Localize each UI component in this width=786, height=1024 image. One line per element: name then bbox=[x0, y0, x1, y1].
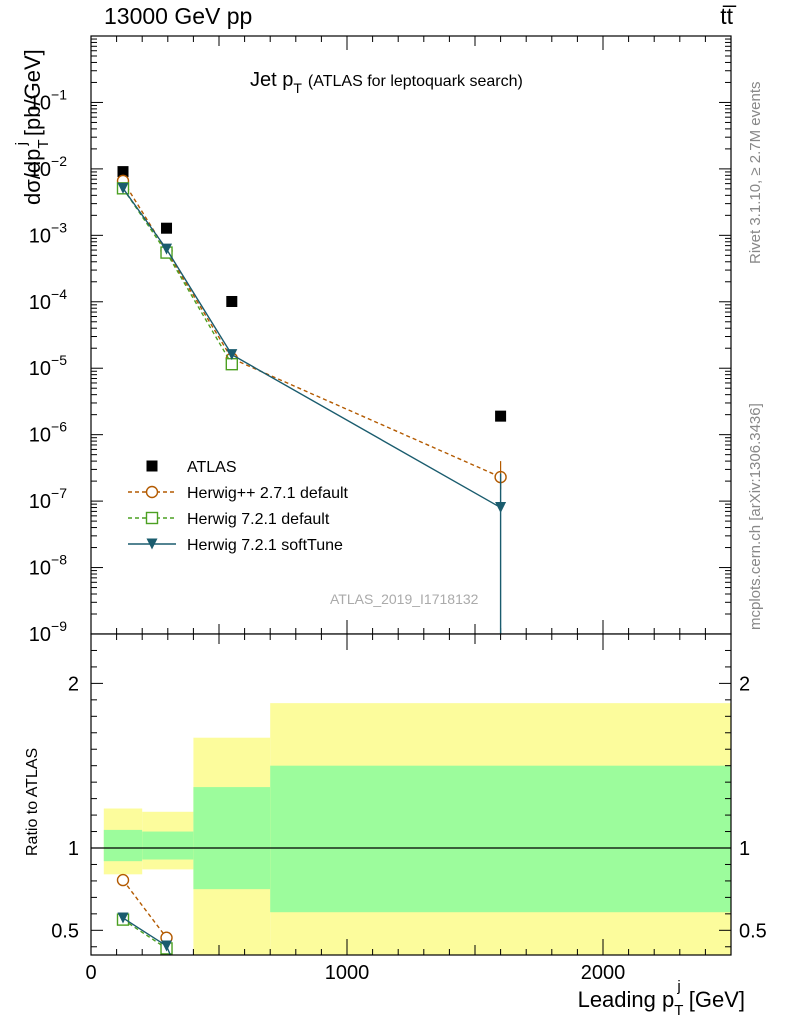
data-point bbox=[225, 357, 239, 371]
legend-label: ATLAS bbox=[187, 459, 237, 476]
legend-marker bbox=[146, 538, 158, 550]
ratio-data-point bbox=[161, 940, 173, 952]
x-tick-label: 2000 bbox=[581, 962, 626, 984]
main-series-layer bbox=[116, 166, 507, 634]
y-tick-label: 10−4 bbox=[29, 286, 67, 314]
data-point bbox=[117, 182, 129, 194]
chart-title: Jet pT (ATLAS for leptoquark search) bbox=[250, 69, 523, 96]
data-point bbox=[226, 349, 238, 361]
ratio-panel: 0.5 0.5 1 1 2 2 0 1000 2000 bbox=[51, 633, 767, 984]
main-axis-ticks: 10−9 10−8 10−7 10−6 10−5 10−4 10−3 10−2 10−1 bbox=[29, 36, 732, 646]
ratio-y-tick-label: 0.5 bbox=[51, 920, 79, 942]
energy-label: 13000 GeV pp bbox=[104, 3, 252, 29]
ratio-series-2 bbox=[117, 912, 173, 956]
ylabel-main: dσ/dp bbox=[20, 149, 45, 205]
ratio-y-tick-label: 0.5 bbox=[739, 920, 767, 942]
legend-label: Herwig++ 2.7.1 default bbox=[187, 485, 349, 502]
title-sub: T bbox=[293, 80, 302, 96]
data-point bbox=[495, 410, 507, 422]
ratio-bands bbox=[91, 703, 731, 955]
data-point bbox=[161, 222, 173, 234]
xlabel-main: Leading p bbox=[578, 987, 675, 1012]
uncertainty-band-inner bbox=[142, 831, 194, 860]
y-tick-label: 10−2 bbox=[29, 153, 67, 181]
site-label: mcplots.cern.ch [arXiv:1306.3436] bbox=[747, 403, 764, 630]
ratio-data-point bbox=[116, 873, 130, 887]
legend-marker bbox=[145, 485, 159, 499]
ratio-y-tick-label: 1 bbox=[739, 838, 750, 860]
y-tick-label: 10−7 bbox=[29, 485, 67, 513]
legend-label: Herwig 7.2.1 softTune bbox=[187, 537, 343, 554]
series-0 bbox=[117, 166, 507, 422]
y-tick-label: 10−1 bbox=[29, 86, 67, 114]
data-point bbox=[161, 243, 173, 255]
legend-entry: Herwig 7.2.1 softTune bbox=[128, 537, 343, 554]
title-tail: (ATLAS for leptoquark search) bbox=[308, 73, 523, 90]
ratio-y-tick-label: 2 bbox=[68, 673, 79, 695]
y-tick-label: 10−5 bbox=[29, 352, 67, 380]
ratio-y-tick-label: 1 bbox=[68, 838, 79, 860]
legend-label: Herwig 7.2.1 default bbox=[187, 511, 330, 528]
ratio-data-point bbox=[117, 912, 129, 924]
ratio-y-tick-label: 2 bbox=[739, 673, 750, 695]
ylabel-sub: T bbox=[35, 139, 52, 148]
title-main: Jet p bbox=[250, 69, 293, 91]
xlabel-sub: T bbox=[674, 1002, 683, 1019]
uncertainty-band-inner bbox=[270, 765, 731, 913]
series-line bbox=[122, 187, 501, 509]
uncertainty-band-inner bbox=[193, 787, 271, 890]
legend-marker bbox=[145, 511, 159, 525]
y-tick-label: 10−9 bbox=[29, 618, 67, 646]
legend-entry: Herwig++ 2.7.1 default bbox=[128, 485, 349, 502]
y-tick-label: 10−8 bbox=[29, 552, 67, 580]
y-tick-label: 10−3 bbox=[29, 219, 67, 247]
x-axis-label: Leading pTj [GeV] bbox=[578, 978, 745, 1019]
xlabel-sup: j bbox=[676, 978, 680, 995]
analysis-id: ATLAS_2019_I1718132 bbox=[330, 591, 479, 607]
legend: ATLAS Herwig++ 2.7.1 default Herwig 7.2.1 … bbox=[128, 459, 349, 554]
rivet-label: Rivet 3.1.10, ≥ 2.7M events bbox=[747, 82, 764, 265]
data-point bbox=[117, 166, 129, 178]
legend-entry: Herwig 7.2.1 default bbox=[128, 511, 330, 528]
legend-marker bbox=[146, 460, 158, 472]
uncertainty-band-inner bbox=[103, 829, 143, 862]
data-point bbox=[226, 295, 238, 307]
legend-entry: ATLAS bbox=[146, 459, 237, 476]
ylabel-sup: j bbox=[13, 142, 30, 146]
x-tick-label: 0 bbox=[85, 962, 96, 984]
main-panel: 10−9 10−8 10−7 10−6 10−5 10−4 10−3 10−2 10−1 Jet… bbox=[29, 35, 732, 646]
ratio-axis-label: Ratio to ATLAS bbox=[24, 748, 41, 856]
x-tick-label: 1000 bbox=[325, 962, 370, 984]
y-tick-label: 10−6 bbox=[29, 419, 67, 447]
ratio-frame bbox=[90, 633, 732, 956]
process-label: tt̅ bbox=[720, 3, 736, 29]
ratio-series-layer bbox=[116, 873, 173, 956]
xlabel-unit: [GeV] bbox=[689, 987, 745, 1012]
y-axis-label: dσ/dpTj [pb/GeV] bbox=[13, 49, 52, 205]
ylabel-unit: [pb/GeV] bbox=[20, 49, 45, 136]
